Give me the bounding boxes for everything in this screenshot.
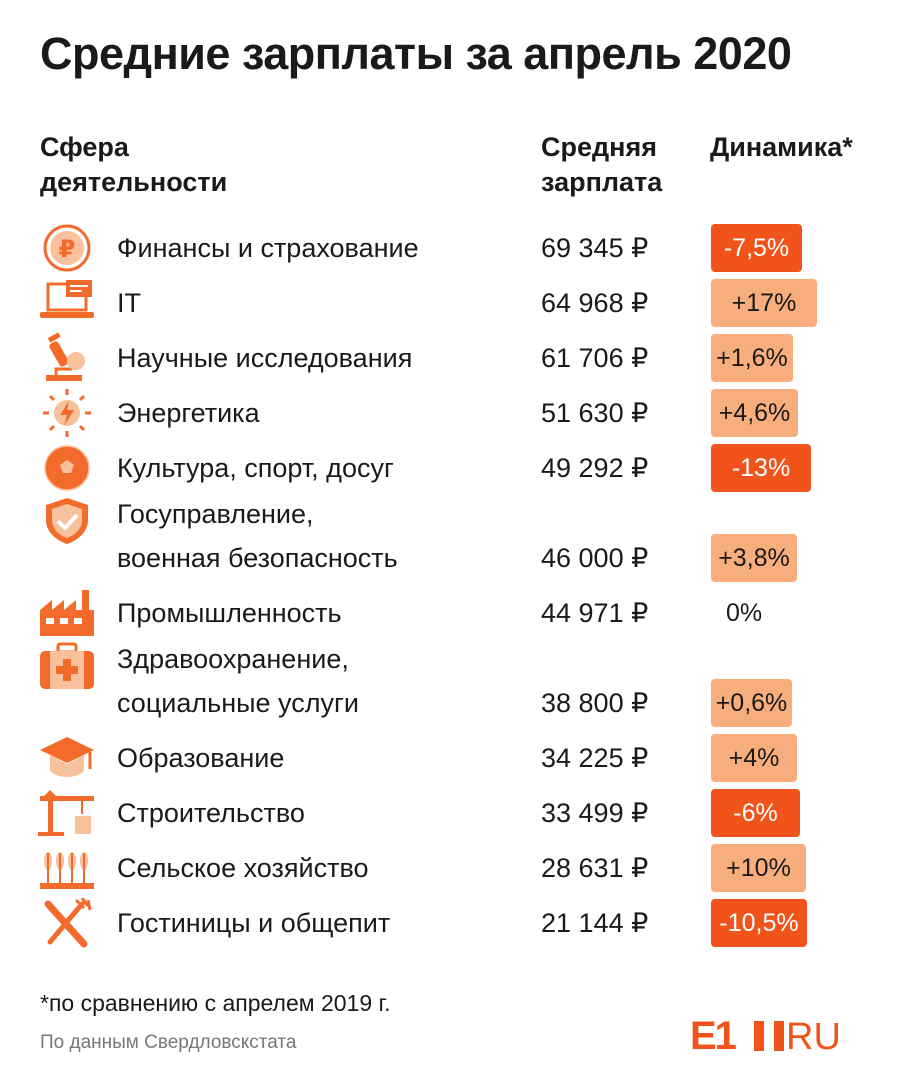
- salary-value: 21 144 ₽: [541, 908, 649, 938]
- change-badge: +4%: [711, 734, 797, 782]
- page-title: Средние зарплаты за апрель 2020: [40, 28, 792, 79]
- graduation-cap-icon: [38, 733, 96, 783]
- change-badge: 0%: [726, 599, 763, 627]
- crane-icon: [38, 788, 96, 838]
- column-header-sphere: Сфера деятельности: [40, 132, 228, 197]
- sector-name: Здравоохранение, социальные услуги: [117, 644, 359, 718]
- salary-value: 61 706 ₽: [541, 343, 649, 373]
- salary-value: 38 800 ₽: [541, 688, 649, 718]
- salary-value: 46 000 ₽: [541, 543, 649, 573]
- change-badge: +0,6%: [711, 679, 792, 727]
- salary-value: 64 968 ₽: [541, 288, 649, 318]
- lightning-icon: [38, 388, 96, 438]
- fork-knife-icon: [38, 898, 96, 948]
- salary-value: 69 345 ₽: [541, 233, 649, 263]
- column-header-salary: Средняя зарплата: [541, 132, 663, 197]
- sector-name: Научные исследования: [117, 343, 413, 373]
- sector-name: Госуправление, военная безопасность: [117, 499, 398, 573]
- salary-value: 51 630 ₽: [541, 398, 649, 428]
- salary-value: 28 631 ₽: [541, 853, 649, 883]
- e1-logo: E1 RU: [690, 1015, 841, 1057]
- salary-value: 49 292 ₽: [541, 453, 649, 483]
- change-badge: +3,8%: [711, 534, 797, 582]
- sector-name: Энергетика: [117, 398, 260, 428]
- sector-name: Гостиницы и общепит: [117, 908, 391, 938]
- change-badge: +17%: [711, 279, 817, 327]
- salary-value: 34 225 ₽: [541, 743, 649, 773]
- first-aid-kit-icon: [38, 641, 96, 691]
- svg-text:E1: E1: [690, 1015, 737, 1057]
- sector-name: Сельское хозяйство: [117, 853, 369, 883]
- footnote: *по сравнению с апрелем 2019 г.: [40, 990, 391, 1016]
- change-badge: -6%: [711, 789, 800, 837]
- microscope-icon: [38, 333, 96, 383]
- svg-text:₽: ₽: [59, 235, 76, 263]
- change-badge: -7,5%: [711, 224, 802, 272]
- change-badge: -10,5%: [711, 899, 807, 947]
- sector-name: Финансы и страхование: [117, 233, 419, 263]
- sector-name: Образование: [117, 743, 285, 773]
- sector-name: Строительство: [117, 798, 305, 828]
- ruble-coin-icon: ₽: [38, 223, 96, 273]
- soccer-ball-icon: [38, 443, 96, 493]
- salary-value: 33 499 ₽: [541, 798, 649, 828]
- change-badge: +1,6%: [711, 334, 793, 382]
- source-note: По данным Свердловскстата: [40, 1032, 297, 1053]
- change-badge: -13%: [711, 444, 811, 492]
- salary-value: 44 971 ₽: [541, 598, 649, 628]
- svg-text:RU: RU: [786, 1016, 841, 1057]
- column-header-dynamics: Динамика*: [710, 132, 853, 162]
- laptop-icon: [38, 278, 96, 328]
- sector-name: Культура, спорт, досуг: [117, 453, 394, 483]
- factory-icon: [38, 588, 96, 638]
- sector-name: Промышленность: [117, 598, 342, 628]
- wheat-icon: [38, 843, 96, 893]
- change-badge: +4,6%: [711, 389, 798, 437]
- shield-check-icon: [38, 496, 96, 546]
- change-badge: +10%: [711, 844, 806, 892]
- sector-name: IT: [117, 288, 141, 318]
